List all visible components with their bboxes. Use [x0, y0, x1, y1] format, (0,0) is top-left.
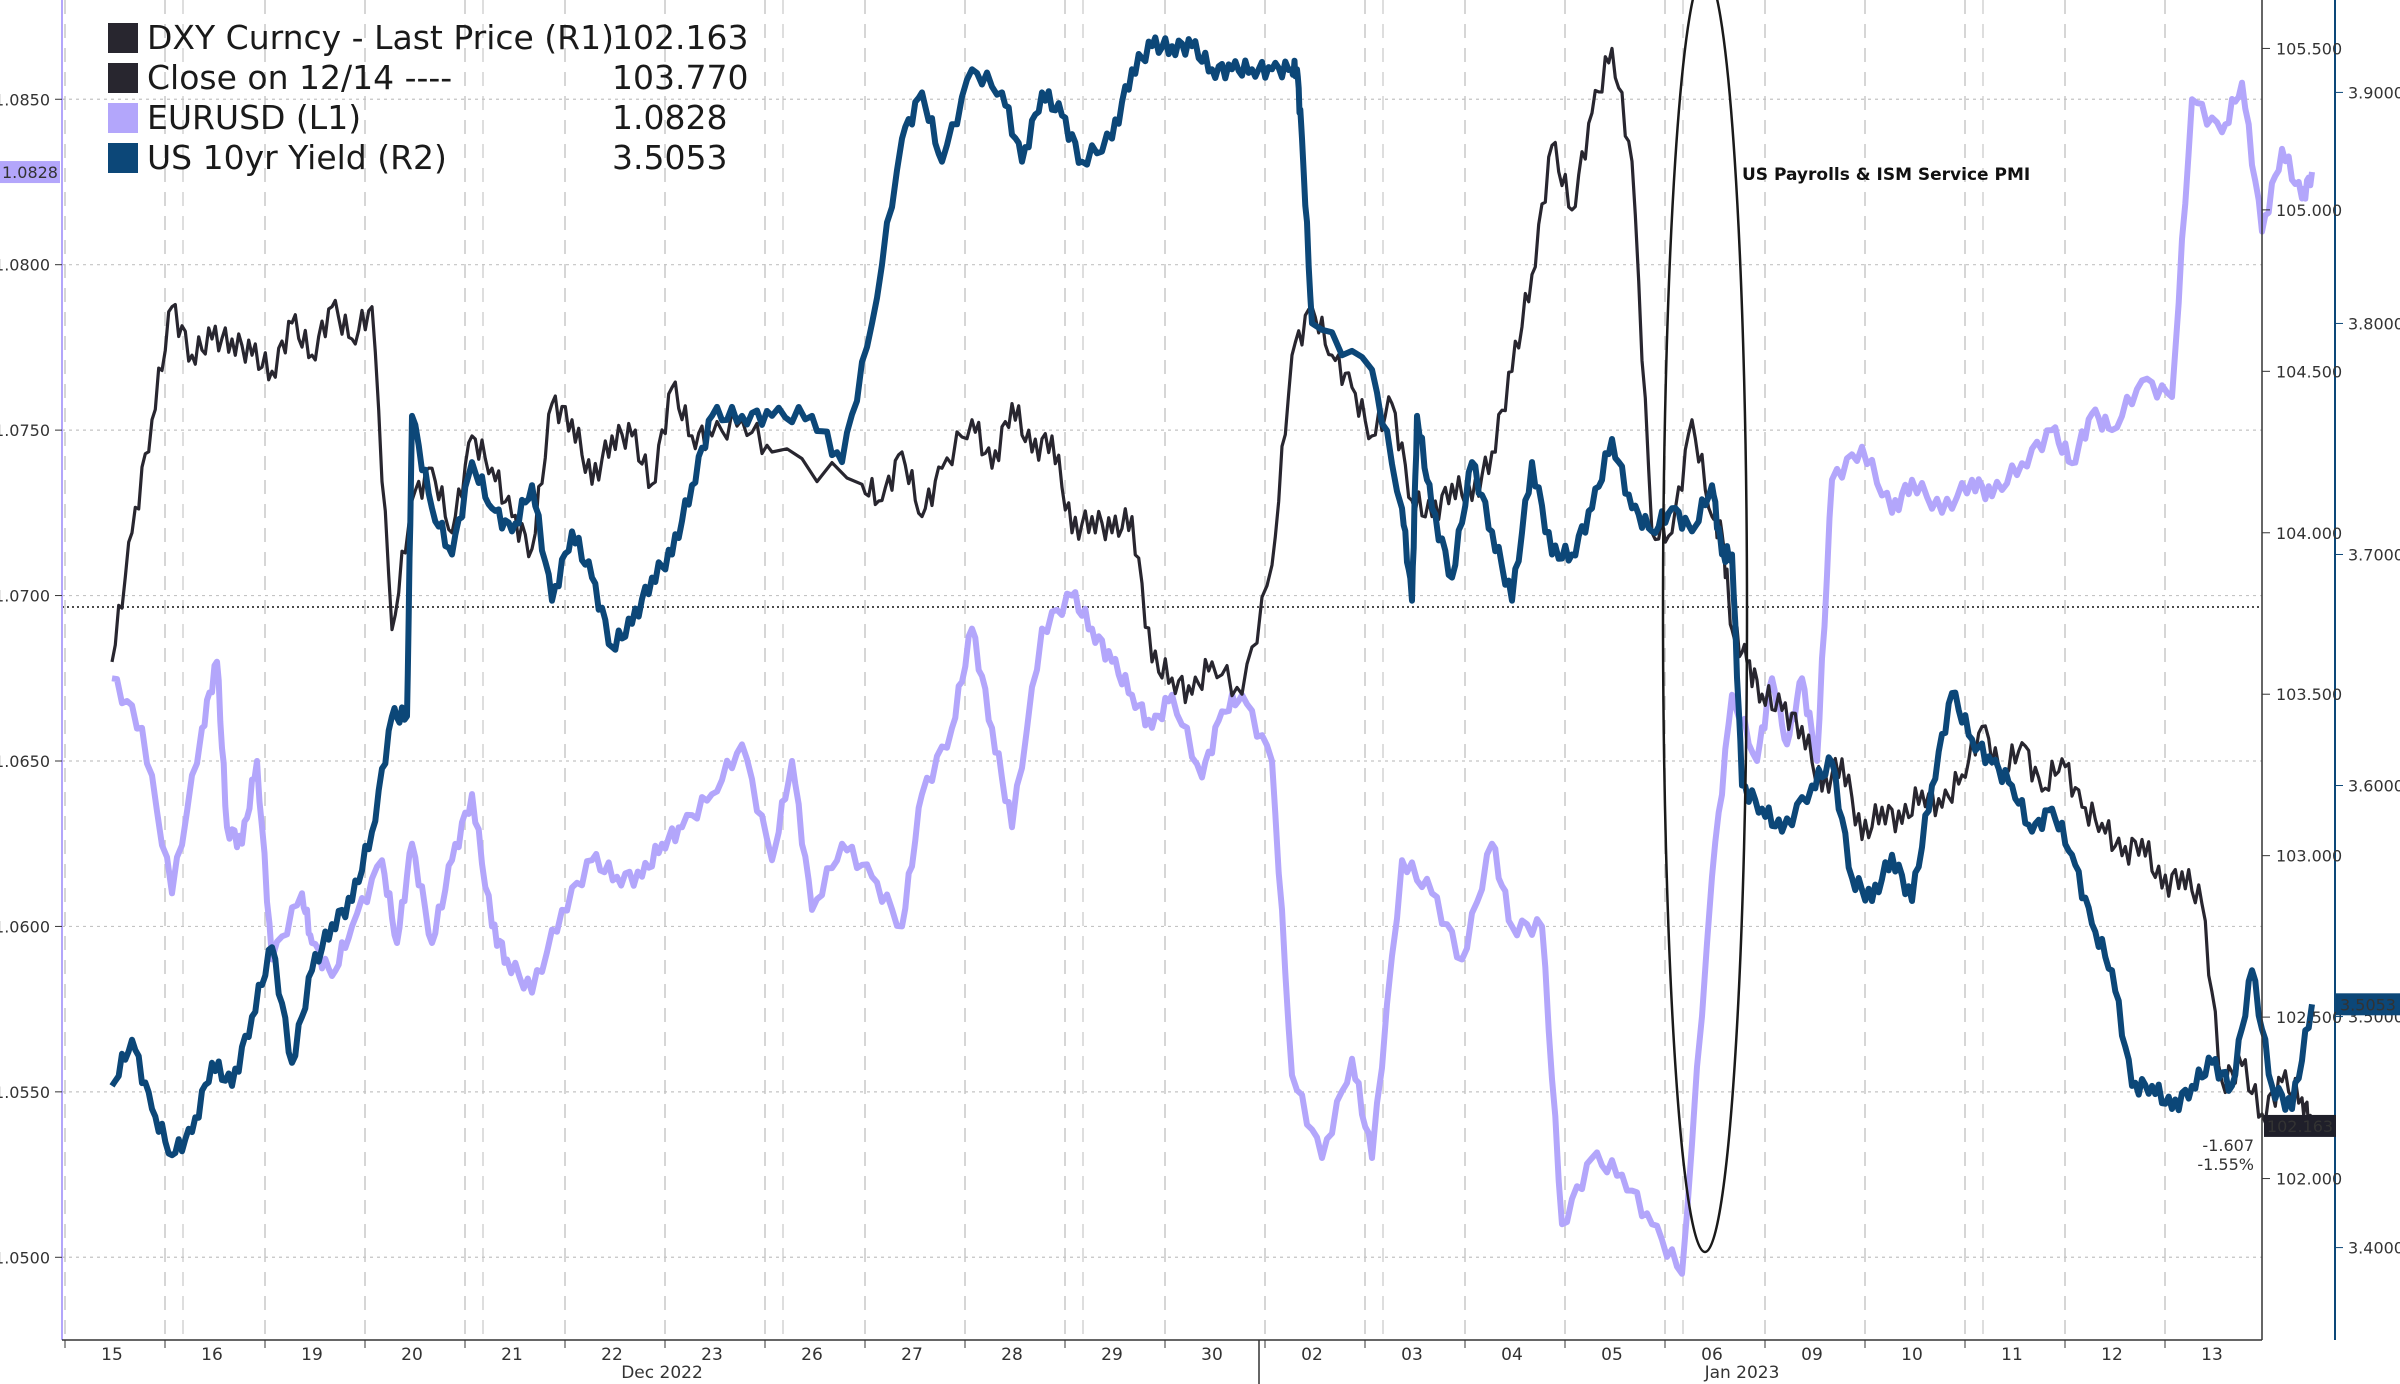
y-right2-tick-label: 3.8000 — [2348, 314, 2400, 333]
x-tick-label: 23 — [701, 1345, 723, 1365]
y-right1-tick-label: 105.000 — [2276, 201, 2342, 220]
legend-label-dxy: DXY Curncy - Last Price (R1) — [147, 18, 614, 57]
y-right2-tick-label: 3.7000 — [2348, 545, 2400, 564]
x-tick-label: 13 — [2201, 1345, 2223, 1365]
x-tick-label: 11 — [2001, 1345, 2023, 1365]
x-tick-label: 06 — [1701, 1345, 1723, 1365]
x-tick-label: 04 — [1501, 1345, 1523, 1365]
y-right1-tick-label: 103.500 — [2276, 685, 2342, 704]
x-tick-label: 16 — [201, 1345, 223, 1365]
current-value-box-dxy — [2264, 1114, 2336, 1137]
x-tick-label: 30 — [1201, 1345, 1223, 1365]
x-tick-label: 10 — [1901, 1345, 1923, 1365]
grid — [62, 0, 2262, 1340]
legend-swatch-close — [108, 63, 138, 93]
legend-swatch-eurusd — [108, 103, 138, 133]
legend-label-close: Close on 12/14 ---- — [147, 58, 453, 97]
y-right1-tick-label: 105.500 — [2276, 39, 2342, 58]
current-value-box-eurusd — [0, 161, 60, 184]
y-left-tick-label: 1.0700 — [0, 587, 50, 606]
y-right1-tick-label: 102.500 — [2276, 1008, 2342, 1027]
legend-value-close: 103.770 — [612, 58, 749, 97]
x-tick-label: 03 — [1401, 1345, 1423, 1365]
x-tick-label: 15 — [101, 1345, 123, 1365]
series-line-right2 — [109, 34, 2315, 1159]
annotation-text: US Payrolls & ISM Service PMI — [1742, 165, 2030, 185]
y-right1-tick-label: 102.000 — [2276, 1170, 2342, 1189]
x-tick-label: 20 — [401, 1345, 423, 1365]
legend-value-yield: 3.5053 — [612, 138, 728, 177]
event-highlight-ellipse — [1661, 0, 1749, 1254]
x-period-label: Jan 2023 — [1704, 1363, 1780, 1383]
x-tick-label: 28 — [1001, 1345, 1023, 1365]
current-value-boxes: 1.0828 102.163 3.5053 -1.607-1.55% — [0, 161, 2400, 1174]
legend-value-eurusd: 1.0828 — [612, 98, 728, 137]
change-value-label: -1.607 — [2202, 1136, 2254, 1155]
y-right1-tick-label: 104.500 — [2276, 362, 2342, 381]
current-value-box-yield — [2336, 993, 2400, 1016]
current-value-label-yield: 3.5053 — [2340, 995, 2396, 1014]
y-left-tick-label: 1.0850 — [0, 90, 50, 109]
x-tick-label: 05 — [1601, 1345, 1623, 1365]
tick-labels: 15 16 19 20 21 22 23 26 27 28 29 30 02 03 04 05 06 09 10 11… — [0, 39, 2400, 1383]
x-tick-label: 12 — [2101, 1345, 2123, 1365]
y-left-tick-label: 1.0600 — [0, 917, 50, 936]
x-tick-label: 02 — [1301, 1345, 1323, 1365]
change-percent-label: -1.55% — [2197, 1155, 2254, 1174]
y-left-tick-label: 1.0800 — [0, 256, 50, 275]
legend-swatch-dxy — [108, 23, 138, 53]
y-left-tick-label: 1.0650 — [0, 752, 50, 771]
series-line-left — [111, 79, 2315, 1277]
x-tick-label: 22 — [601, 1345, 623, 1365]
x-tick-label: 27 — [901, 1345, 923, 1365]
y-right1-tick-label: 104.000 — [2276, 524, 2342, 543]
legend-label-yield: US 10yr Yield (R2) — [147, 138, 447, 177]
legend-label-eurusd: EURUSD (L1) — [147, 98, 362, 137]
axes — [61, 0, 2336, 1384]
x-tick-label: 29 — [1101, 1345, 1123, 1365]
x-tick-label: 21 — [501, 1345, 523, 1365]
y-right2-tick-label: 3.9000 — [2348, 83, 2400, 102]
current-value-label-dxy: 102.163 — [2267, 1117, 2333, 1136]
legend-swatch-yield — [108, 143, 138, 173]
x-tick-label: 26 — [801, 1345, 823, 1365]
x-tick-label: 09 — [1801, 1345, 1823, 1365]
y-right1-tick-label: 103.000 — [2276, 847, 2342, 866]
y-left-tick-label: 1.0500 — [0, 1248, 50, 1267]
x-tick-label: 19 — [301, 1345, 323, 1365]
x-period-label: Dec 2022 — [621, 1363, 703, 1383]
y-right2-tick-label: 3.6000 — [2348, 777, 2400, 796]
y-left-tick-label: 1.0550 — [0, 1083, 50, 1102]
current-value-label-eurusd: 1.0828 — [2, 163, 58, 182]
legend-value-dxy: 102.163 — [612, 18, 749, 57]
series-layer — [109, 34, 2315, 1277]
series-line-right1 — [110, 46, 2314, 1132]
y-right2-tick-label: 3.4000 — [2348, 1239, 2400, 1258]
y-left-tick-label: 1.0750 — [0, 421, 50, 440]
